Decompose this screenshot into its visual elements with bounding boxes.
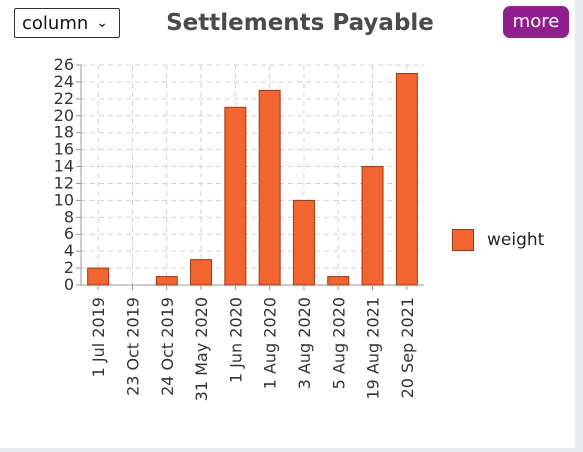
y-tick-label: 16 <box>54 140 74 159</box>
legend-swatch <box>452 229 474 251</box>
x-tick-label: 3 Aug 2020 <box>295 297 314 389</box>
y-tick-label: 18 <box>54 123 74 142</box>
bar <box>292 199 315 286</box>
x-tick-label: 1 Jul 2019 <box>89 297 108 377</box>
chart-title: Settlements Payable <box>166 10 434 36</box>
x-tick-label: 23 Oct 2019 <box>123 297 142 396</box>
y-tick-label: 10 <box>54 190 74 209</box>
bar <box>190 259 213 286</box>
y-tick-label: 6 <box>64 224 74 243</box>
x-tick-label: 24 Oct 2019 <box>158 297 177 396</box>
y-tick-label: 24 <box>54 72 74 91</box>
y-tick-label: 0 <box>64 275 74 294</box>
x-tick-label: 5 Aug 2020 <box>329 297 348 389</box>
bar <box>361 166 384 286</box>
legend-label: weight <box>487 230 545 250</box>
y-tick-label: 26 <box>54 55 74 74</box>
chart-type-value: column <box>22 12 89 34</box>
y-tick-label: 4 <box>64 241 74 260</box>
x-tick-label: 20 Sep 2021 <box>398 297 417 398</box>
x-tick-label: 1 Jun 2020 <box>226 297 245 383</box>
bar <box>155 276 178 286</box>
y-tick-label: 2 <box>64 258 74 277</box>
y-tick-label: 20 <box>54 106 74 125</box>
x-tick-label: 19 Aug 2021 <box>364 297 383 400</box>
bar <box>258 89 281 286</box>
bar <box>395 72 418 286</box>
y-tick-label: 12 <box>54 173 74 192</box>
more-button[interactable]: more <box>503 6 569 38</box>
y-tick-label: 14 <box>54 157 74 176</box>
legend: weight <box>452 229 544 251</box>
y-tick-label: 8 <box>64 207 74 226</box>
bar <box>87 267 110 286</box>
x-tick-label: 31 May 2020 <box>192 297 211 401</box>
chart-type-select[interactable]: column ⌄ <box>14 8 120 38</box>
x-tick-label: 1 Aug 2020 <box>261 297 280 389</box>
bar <box>224 106 247 286</box>
y-tick-label: 22 <box>54 89 74 108</box>
bar <box>327 276 350 286</box>
chevron-down-icon: ⌄ <box>96 15 108 31</box>
